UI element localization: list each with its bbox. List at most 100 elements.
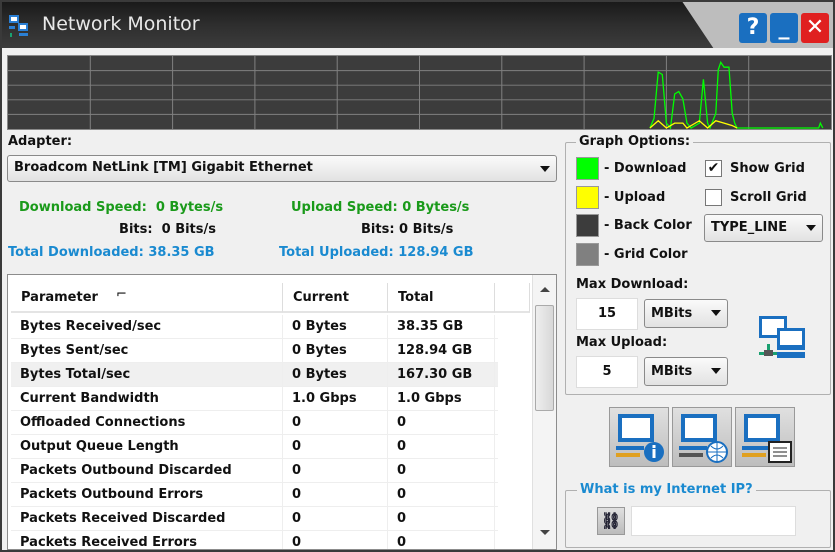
max-upload-unit-select[interactable]: MBits <box>644 357 728 386</box>
table-row[interactable]: Packets Outbound Discarded 0 0 <box>11 459 498 483</box>
parameter-cell: Packets Outbound Errors <box>11 483 283 507</box>
scrollbar-thumb[interactable] <box>535 305 554 411</box>
table-scrollbar[interactable] <box>532 275 556 549</box>
upload-bits-value: 0 Bits/s <box>399 222 454 237</box>
table-row[interactable]: Bytes Total/sec 0 Bytes 167.30 GB <box>11 363 498 387</box>
title-bar[interactable]: Network Monitor ? _ ✕ <box>2 2 833 48</box>
unit-value: MBits <box>651 364 693 379</box>
table-row[interactable]: Bytes Received/sec 0 Bytes 38.35 GB <box>11 315 498 339</box>
scroll-grid-checkbox[interactable] <box>705 189 722 206</box>
table-row[interactable]: Bytes Sent/sec 0 Bytes 128.94 GB <box>11 339 498 363</box>
computer-report-icon <box>742 414 792 463</box>
parameter-cell: Packets Outbound Discarded <box>11 459 283 483</box>
current-cell: 0 <box>283 459 388 483</box>
adapter-info-button[interactable] <box>609 407 669 467</box>
scroll-down-icon[interactable] <box>540 530 550 535</box>
chevron-down-icon <box>540 166 550 172</box>
current-cell: 0 Bytes <box>283 339 388 363</box>
grid-color-label: - Grid Color <box>604 247 688 262</box>
upload-color-swatch[interactable] <box>576 186 599 209</box>
graph-type-select[interactable]: TYPE_LINE <box>704 214 823 242</box>
window-title: Network Monitor <box>42 13 200 35</box>
lookup-ip-button[interactable]: ⛓ <box>597 507 625 535</box>
max-upload-label: Max Upload: <box>576 335 668 350</box>
help-button[interactable]: ? <box>739 13 767 43</box>
chevron-down-icon <box>806 225 816 231</box>
table-row[interactable]: Packets Received Errors 0 0 <box>11 531 498 549</box>
internet-ip-field[interactable] <box>631 506 796 536</box>
max-download-input[interactable]: 15 <box>576 298 638 330</box>
parameter-cell: Packets Received Discarded <box>11 507 283 531</box>
network-web-button[interactable] <box>672 407 732 467</box>
table-row[interactable]: Offloaded Connections 0 0 <box>11 411 498 435</box>
upload-speed-label: Upload Speed: <box>291 200 398 215</box>
table-row[interactable]: Packets Received Discarded 0 0 <box>11 507 498 531</box>
current-cell: 0 <box>283 531 388 549</box>
total-cell: 167.30 GB <box>388 363 495 387</box>
column-header-parameter[interactable]: Parameter ⌐ <box>11 283 283 313</box>
download-speed-label: Download Speed: <box>19 200 147 215</box>
computer-globe-icon <box>679 414 728 463</box>
network-computers-icon <box>759 316 805 358</box>
chevron-down-icon <box>711 310 721 316</box>
grid-color-swatch[interactable] <box>576 243 599 266</box>
current-cell: 0 <box>283 411 388 435</box>
graph-type-value: TYPE_LINE <box>711 220 788 235</box>
total-cell: 0 <box>388 531 495 549</box>
current-cell: 0 Bytes <box>283 315 388 339</box>
graph-options-group <box>565 142 831 395</box>
back-color-label: - Back Color <box>604 218 692 233</box>
total-uploaded-label: Total Uploaded: <box>279 245 394 260</box>
download-bits-label: Bits: <box>119 222 153 237</box>
download-color-swatch[interactable] <box>576 157 599 180</box>
current-cell: 1.0 Gbps <box>283 387 388 411</box>
parameter-cell: Packets Received Errors <box>11 531 283 549</box>
column-header-total[interactable]: Total <box>388 283 495 313</box>
internet-ip-title: What is my Internet IP? <box>577 482 756 497</box>
show-grid-checkbox[interactable]: ✔ <box>705 160 722 177</box>
minimize-button[interactable]: _ <box>770 13 798 43</box>
current-cell: 0 <box>283 483 388 507</box>
download-color-label: - Download <box>604 161 687 176</box>
close-button[interactable]: ✕ <box>801 13 829 43</box>
adapter-label: Adapter: <box>8 134 73 149</box>
total-cell: 0 <box>388 435 495 459</box>
network-app-icon <box>9 15 28 37</box>
column-header-current[interactable]: Current <box>283 283 388 313</box>
column-header-blank <box>495 283 530 313</box>
binoculars-icon: ⛓ <box>600 511 622 530</box>
parameter-cell: Bytes Total/sec <box>11 363 283 387</box>
upload-bits-label: Bits: <box>361 222 395 237</box>
adapter-selected: Broadcom NetLink [TM] Gigabit Ethernet <box>14 160 313 175</box>
sort-icon: ⌐ <box>116 287 127 302</box>
download-speed-value: 0 Bytes/s <box>155 200 224 215</box>
max-download-unit-select[interactable]: MBits <box>644 299 728 328</box>
scroll-up-icon[interactable] <box>540 287 550 292</box>
current-cell: 0 <box>283 507 388 531</box>
unit-value: MBits <box>651 306 693 321</box>
table-row[interactable]: Current Bandwidth 1.0 Gbps 1.0 Gbps <box>11 387 498 411</box>
total-downloaded-label: Total Downloaded: <box>8 245 144 260</box>
total-cell: 38.35 GB <box>388 315 495 339</box>
total-downloaded-value: 38.35 GB <box>148 245 215 260</box>
graph-options-title: Graph Options: <box>576 134 694 149</box>
total-cell: 128.94 GB <box>388 339 495 363</box>
parameter-cell: Bytes Received/sec <box>11 315 283 339</box>
total-cell: 0 <box>388 459 495 483</box>
parameter-cell: Output Queue Length <box>11 435 283 459</box>
back-color-swatch[interactable] <box>576 214 599 237</box>
show-grid-label: Show Grid <box>730 161 805 176</box>
adapter-select[interactable]: Broadcom NetLink [TM] Gigabit Ethernet <box>7 155 557 182</box>
max-upload-input[interactable]: 5 <box>576 356 638 388</box>
download-series-line <box>649 60 824 129</box>
network-report-button[interactable] <box>735 407 795 467</box>
total-cell: 0 <box>388 411 495 435</box>
computer-info-icon <box>616 414 664 462</box>
max-download-label: Max Download: <box>576 277 689 292</box>
table-row[interactable]: Output Queue Length 0 0 <box>11 435 498 459</box>
table-row[interactable]: Packets Outbound Errors 0 0 <box>11 483 498 507</box>
parameter-cell: Offloaded Connections <box>11 411 283 435</box>
current-cell: 0 <box>283 435 388 459</box>
traffic-graph <box>7 55 832 130</box>
